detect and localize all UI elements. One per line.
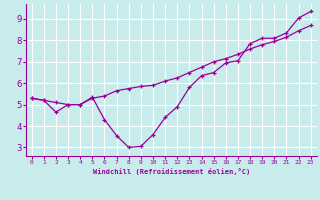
X-axis label: Windchill (Refroidissement éolien,°C): Windchill (Refroidissement éolien,°C) — [92, 168, 250, 175]
